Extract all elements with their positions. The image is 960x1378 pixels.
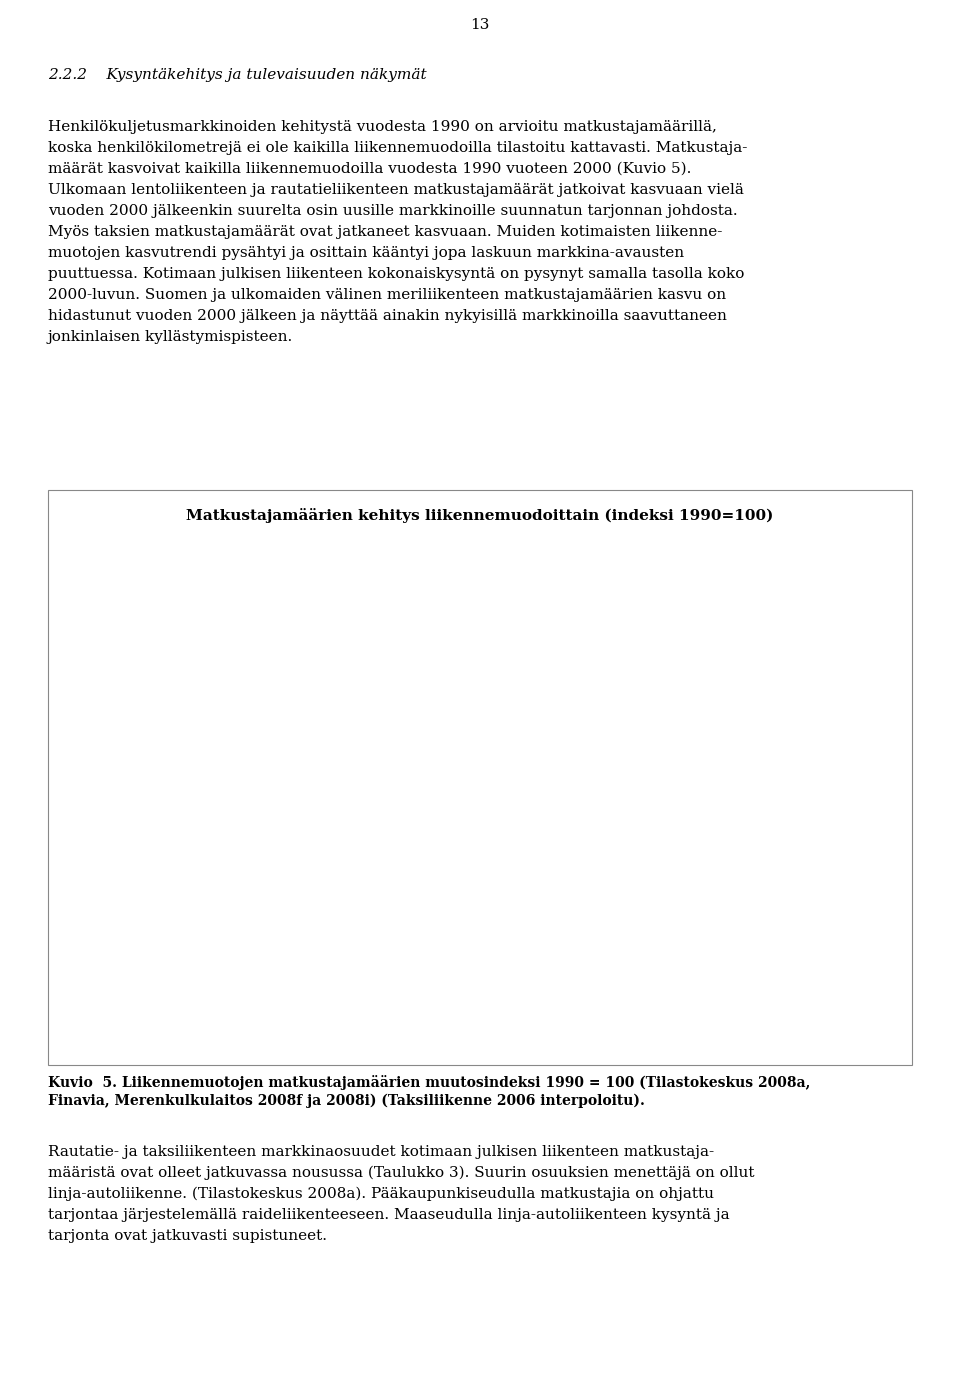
Text: 13: 13 [470,18,490,32]
Text: muotojen kasvutrendi pysähtyi ja osittain kääntyi jopa laskuun markkina-avausten: muotojen kasvutrendi pysähtyi ja osittai… [48,247,684,260]
Text: Rautatie- ja taksiliikenteen markkinaosuudet kotimaan julkisen liikenteen matkus: Rautatie- ja taksiliikenteen markkinaosu… [48,1145,714,1159]
Text: tarjontaa järjestelemällä raideliikenteeseen. Maaseudulla linja-autoliikenteen k: tarjontaa järjestelemällä raideliikentee… [48,1209,730,1222]
Text: Matkustajamäärien kehitys liikennemuodoittain (indeksi 1990=100): Matkustajamäärien kehitys liikennemuodoi… [186,508,774,524]
Text: 2000-luvun. Suomen ja ulkomaiden välinen meriliikenteen matkustajamäärien kasvu : 2000-luvun. Suomen ja ulkomaiden välinen… [48,288,726,302]
Text: vuoden 2000 jälkeenkin suurelta osin uusille markkinoille suunnatun tarjonnan jo: vuoden 2000 jälkeenkin suurelta osin uus… [48,204,737,218]
Text: koska henkilökilometrejä ei ole kaikilla liikennemuodoilla tilastoitu kattavasti: koska henkilökilometrejä ei ole kaikilla… [48,141,748,154]
Legend: Rautatie, Raitiotie, Metro, Linja-auto, Taksi, Vesi-kotimaa, Lento-kotimaa, Koti: Rautatie, Raitiotie, Metro, Linja-auto, … [725,536,900,766]
Text: Myös taksien matkustajamäärät ovat jatkaneet kasvuaan. Muiden kotimaisten liiken: Myös taksien matkustajamäärät ovat jatka… [48,225,722,238]
Text: Henkilökuljetusmarkkinoiden kehitystä vuodesta 1990 on arvioitu matkustajamääril: Henkilökuljetusmarkkinoiden kehitystä vu… [48,120,717,134]
Text: Ulkomaan lentoliikenteen ja rautatieliikenteen matkustajamäärät jatkoivat kasvua: Ulkomaan lentoliikenteen ja rautatieliik… [48,183,744,197]
Text: Finavia, Merenkulkulaitos 2008f ja 2008i) (Taksiliikenne 2006 interpoloitu).: Finavia, Merenkulkulaitos 2008f ja 2008i… [48,1094,645,1108]
Text: puuttuessa. Kotimaan julkisen liikenteen kokonaiskysyntä on pysynyt samalla taso: puuttuessa. Kotimaan julkisen liikenteen… [48,267,744,281]
Text: 2.2.2    Kysyntäkehitys ja tulevaisuuden näkymät: 2.2.2 Kysyntäkehitys ja tulevaisuuden nä… [48,68,426,83]
Text: tarjonta ovat jatkuvasti supistuneet.: tarjonta ovat jatkuvasti supistuneet. [48,1229,327,1243]
Text: hidastunut vuoden 2000 jälkeen ja näyttää ainakin nykyisillä markkinoilla saavut: hidastunut vuoden 2000 jälkeen ja näyttä… [48,309,727,322]
Text: linja-autoliikenne. (Tilastokeskus 2008a). Pääkaupunkiseudulla matkustajia on oh: linja-autoliikenne. (Tilastokeskus 2008a… [48,1186,714,1202]
Text: määrät kasvoivat kaikilla liikennemuodoilla vuodesta 1990 vuoteen 2000 (Kuvio 5): määrät kasvoivat kaikilla liikennemuodoi… [48,163,691,176]
Text: määristä ovat olleet jatkuvassa nousussa (Taulukko 3). Suurin osuuksien menettäj: määristä ovat olleet jatkuvassa nousussa… [48,1166,755,1181]
Text: jonkinlaisen kyllästymispisteen.: jonkinlaisen kyllästymispisteen. [48,329,293,344]
Text: Kuvio  5. Liikennemuotojen matkustajamäärien muutosindeksi 1990 = 100 (Tilastoke: Kuvio 5. Liikennemuotojen matkustajamäär… [48,1075,810,1090]
